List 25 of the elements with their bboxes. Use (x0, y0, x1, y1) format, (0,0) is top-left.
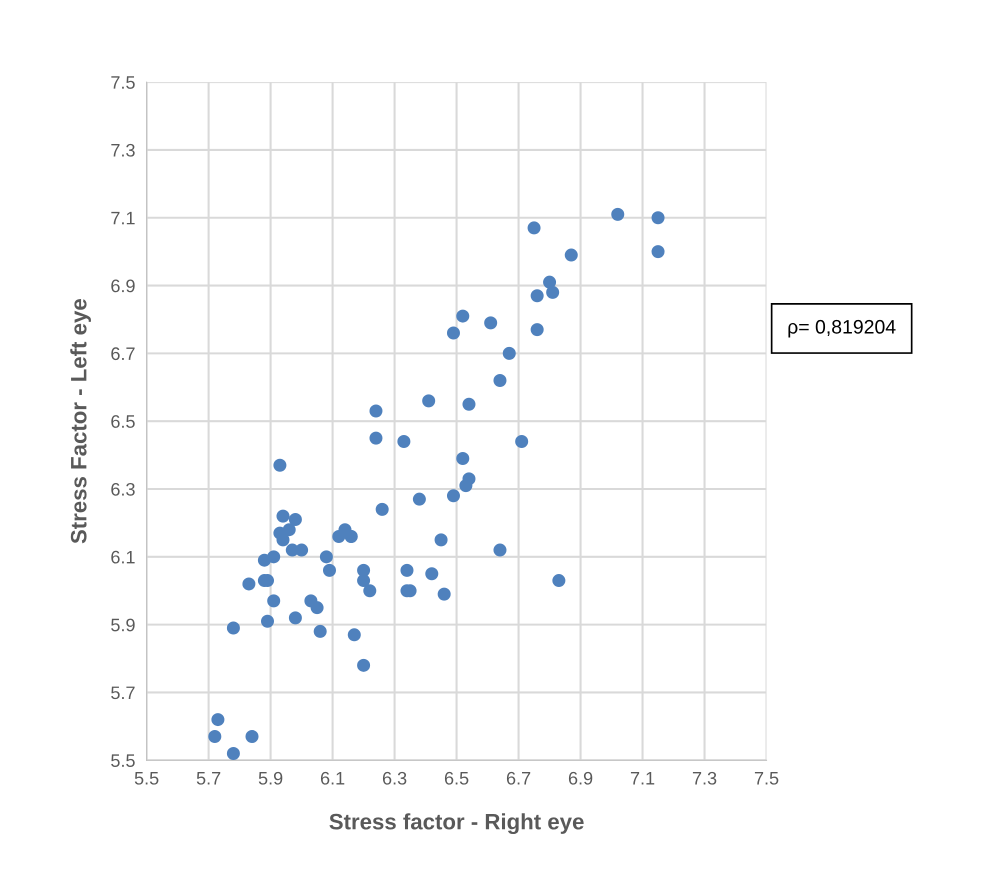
x-tick-label: 6.9 (568, 772, 592, 785)
y-tick-label: 6.5 (111, 415, 135, 428)
y-tick-label: 6.1 (111, 550, 135, 564)
text: ρ= 0,819204 (788, 320, 896, 338)
y-tick-label: 7.1 (111, 212, 135, 224)
x-tick-label: 7.5 (754, 772, 778, 785)
y-tick-label: 7.3 (111, 144, 135, 157)
x-tick-label: 7.3 (692, 772, 716, 785)
x-tick-label: 7.1 (630, 772, 654, 784)
x-tick-label: 5.9 (258, 772, 282, 785)
x-tick-label: 5.7 (196, 772, 220, 785)
y-tick-label: 6.3 (111, 482, 135, 496)
x-axis-title: Stress factor - Right eye (329, 813, 584, 834)
y-tick-label: 5.9 (111, 618, 135, 632)
y-tick-label: 7.5 (111, 76, 135, 89)
y-tick-label: 5.7 (111, 686, 135, 700)
y-axis-title: Stress Factor - Left eye (70, 299, 91, 544)
x-tick-label: 6.3 (382, 772, 406, 785)
x-tick-label: 6.7 (506, 772, 530, 785)
y-tick-label: 5.5 (111, 754, 135, 767)
x-tick-label: 6.1 (320, 772, 344, 785)
x-tick-label: 5.5 (134, 772, 158, 785)
x-tick-label: 6.5 (444, 772, 468, 785)
y-tick-label: 6.9 (111, 279, 135, 292)
y-tick-label: 6.7 (111, 347, 135, 360)
